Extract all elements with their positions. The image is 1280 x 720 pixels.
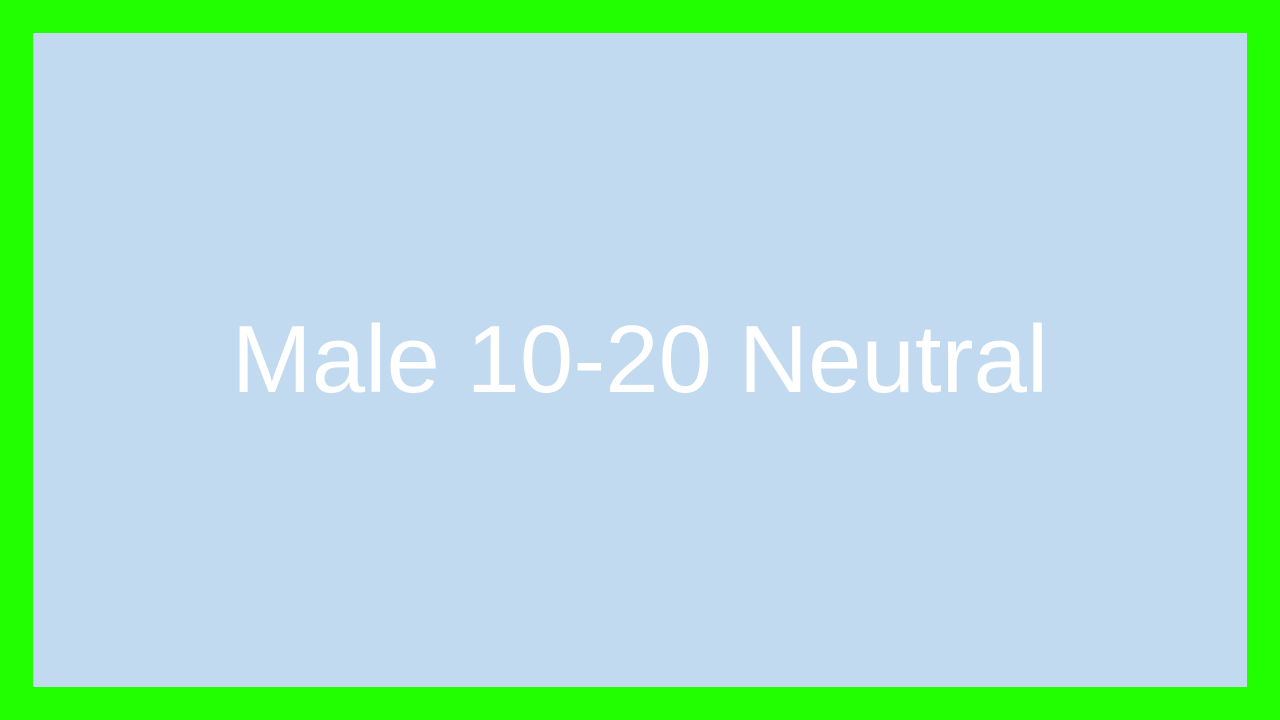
- category-label: Male 10-20 Neutral: [231, 306, 1049, 413]
- label-panel: Male 10-20 Neutral: [33, 33, 1247, 687]
